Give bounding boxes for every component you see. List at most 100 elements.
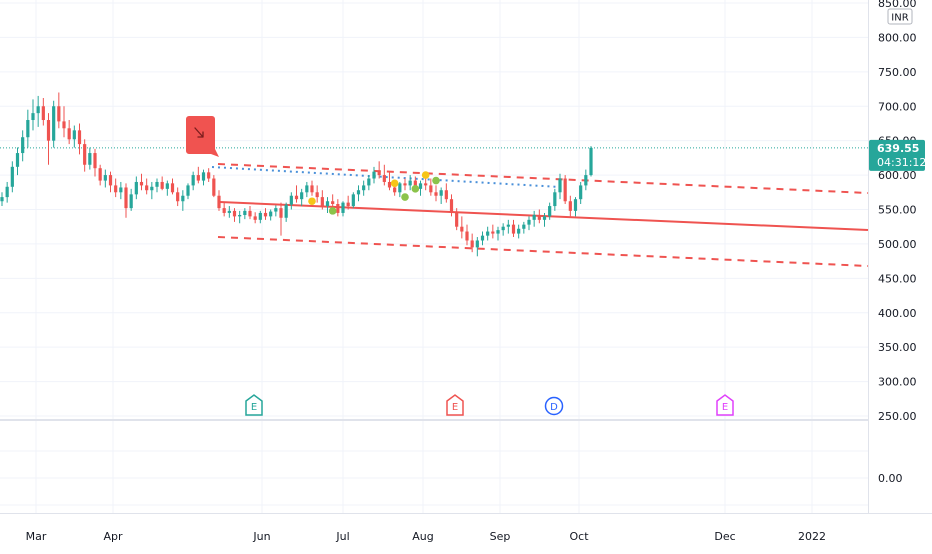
candle xyxy=(72,125,76,148)
candle-body xyxy=(434,192,438,196)
last-price-box xyxy=(869,139,925,171)
event-marker-label: D xyxy=(550,402,558,413)
candle xyxy=(93,148,97,177)
candle xyxy=(403,178,407,191)
candle-body xyxy=(93,153,97,169)
candle-body xyxy=(351,194,355,207)
candle xyxy=(83,139,87,172)
candle xyxy=(300,188,304,207)
pane-separator[interactable] xyxy=(0,419,868,421)
time-axis[interactable]: Mar Apr Jun Jul Aug Sep Oct Dec 2022 xyxy=(0,514,932,550)
candle-body xyxy=(418,183,423,189)
candle-body xyxy=(21,137,25,154)
candle-body xyxy=(424,183,428,186)
candle-body xyxy=(269,211,273,217)
candle-body xyxy=(134,181,138,195)
candle-body xyxy=(119,187,123,193)
candle-body xyxy=(294,195,299,200)
candle xyxy=(305,181,309,198)
candle-body xyxy=(72,130,76,140)
candle xyxy=(253,212,257,224)
marker-shape xyxy=(245,394,263,416)
price-tick-label: 250.00 xyxy=(878,410,917,423)
candle-body xyxy=(5,186,9,198)
cursor-arrow-icon xyxy=(194,127,204,138)
candle xyxy=(186,183,190,200)
candle xyxy=(573,197,578,217)
candle-body xyxy=(26,120,30,138)
candle-body xyxy=(67,128,71,140)
candle xyxy=(532,210,536,227)
candle xyxy=(243,208,247,220)
candle xyxy=(212,175,216,198)
candle xyxy=(119,181,123,200)
candle xyxy=(325,197,330,213)
candle xyxy=(320,190,324,210)
candle xyxy=(207,168,211,182)
candle xyxy=(480,231,485,246)
candle xyxy=(465,224,469,246)
trendline-upper[interactable] xyxy=(217,163,869,194)
candle-body xyxy=(439,190,443,196)
event-marker-label: E xyxy=(452,402,458,413)
currency-badge[interactable]: INR xyxy=(887,8,913,25)
signal-dot xyxy=(328,207,337,215)
price-tick-label: 350.00 xyxy=(878,341,917,354)
candle-body xyxy=(253,216,257,220)
candle-body xyxy=(124,187,128,209)
earnings-marker[interactable]: E xyxy=(245,394,263,416)
trendline-dotted[interactable] xyxy=(211,166,561,188)
earnings-marker[interactable]: E xyxy=(716,394,734,416)
candle xyxy=(382,164,386,186)
candle xyxy=(217,190,221,211)
candle-body xyxy=(201,172,206,181)
candle-body xyxy=(449,199,454,213)
candle-body xyxy=(465,231,469,241)
indicator-tick-label: 0.00 xyxy=(878,472,903,485)
candle xyxy=(548,202,552,220)
earnings-marker[interactable]: E xyxy=(446,394,464,416)
candle-body xyxy=(243,210,247,216)
candle-body xyxy=(232,210,237,217)
signal-dots xyxy=(308,171,440,215)
candle xyxy=(21,130,25,162)
marker-shape xyxy=(446,394,464,416)
currency-label: INR xyxy=(891,13,908,24)
candle xyxy=(31,99,35,131)
price-tick-label: 600.00 xyxy=(878,169,917,182)
candle-body xyxy=(114,185,118,193)
candle xyxy=(336,199,340,217)
candle xyxy=(537,209,541,224)
candle xyxy=(351,192,355,209)
candle-body xyxy=(150,186,154,191)
time-tick-label: Apr xyxy=(103,530,123,543)
dividend-marker[interactable]: D xyxy=(544,396,564,416)
candle xyxy=(501,223,505,236)
price-axis[interactable]: 850.00800.00750.00700.00650.00600.00550.… xyxy=(869,0,932,513)
candle xyxy=(284,202,288,222)
price-tick-label: 700.00 xyxy=(878,100,917,113)
candle-body xyxy=(62,121,66,129)
candle xyxy=(41,97,45,126)
signal-flag[interactable] xyxy=(186,116,219,157)
candle xyxy=(134,176,138,200)
price-tick-label: 800.00 xyxy=(878,31,917,44)
candle-body xyxy=(320,197,324,207)
trendline-lower[interactable] xyxy=(217,236,869,267)
candle-body xyxy=(511,224,516,234)
candle-body xyxy=(367,178,371,186)
candle-body xyxy=(155,181,159,187)
grid xyxy=(0,0,932,514)
candle-body xyxy=(207,172,211,179)
candle xyxy=(568,195,572,217)
candle-body xyxy=(88,153,92,165)
candle-body xyxy=(563,178,567,202)
time-axis-bg xyxy=(0,514,932,550)
candle-body xyxy=(103,175,107,181)
price-tick-label: 500.00 xyxy=(878,238,917,251)
candle-body xyxy=(129,194,133,209)
